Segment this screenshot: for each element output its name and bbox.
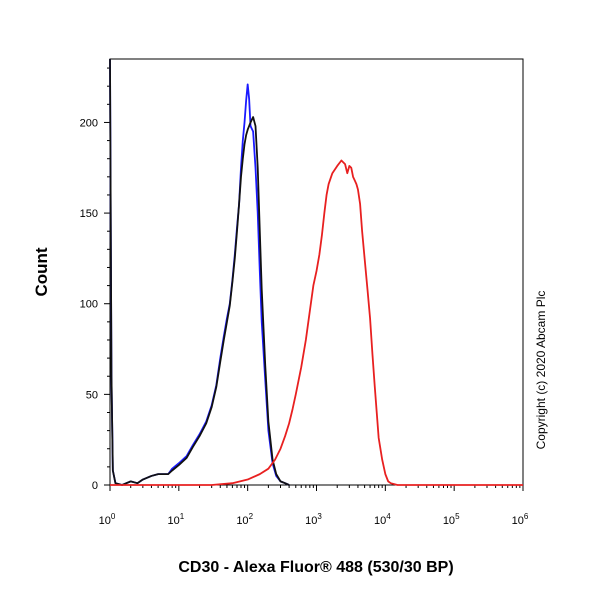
x-tick-label: 105 <box>443 512 460 527</box>
x-axis-title: CD30 - Alexa Fluor® 488 (530/30 BP) <box>178 559 453 576</box>
tick-marks <box>104 67 524 491</box>
series-line-1 <box>109 58 290 486</box>
x-tick-label: 103 <box>305 512 322 527</box>
y-tick-label: 100 <box>80 299 98 311</box>
y-tick-label: 150 <box>80 208 98 220</box>
x-tick-label: 106 <box>512 512 529 527</box>
y-tick-label: 50 <box>86 389 98 401</box>
series-line-3 <box>110 159 523 486</box>
y-axis-title: Count <box>32 247 51 296</box>
y-tick-label: 0 <box>92 480 98 492</box>
x-tick-labels: 100 101 102 103 104 105 106 <box>99 512 529 527</box>
x-tick-label: 102 <box>236 512 253 527</box>
series-lines <box>109 58 523 486</box>
x-tick-label: 100 <box>99 512 116 527</box>
x-tick-label: 101 <box>167 512 184 527</box>
series-line-2 <box>109 58 290 486</box>
y-tick-labels: 0 50 100 150 200 <box>80 117 98 492</box>
copyright-annotation: Copyright (c) 2020 Abcam Plc <box>534 291 548 450</box>
x-tick-label: 104 <box>374 512 391 527</box>
y-tick-label: 200 <box>80 117 98 129</box>
